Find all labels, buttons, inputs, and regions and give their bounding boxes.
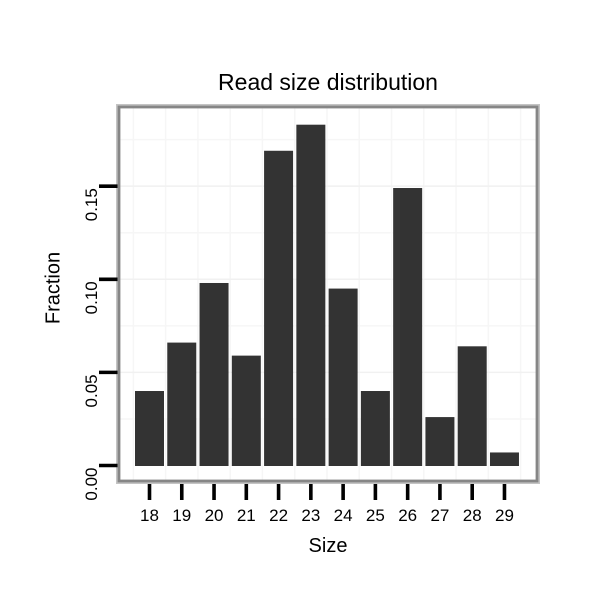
- y-tick-label-0.10: 0.10: [82, 281, 101, 314]
- x-tick-label-22: 22: [269, 506, 288, 525]
- bar-24: [328, 288, 358, 466]
- x-tick-label-29: 29: [495, 506, 514, 525]
- bar-21: [231, 355, 261, 466]
- panel-border-shadow: [116, 104, 540, 484]
- x-tick-label-19: 19: [172, 506, 191, 525]
- x-tick-label-18: 18: [140, 506, 159, 525]
- x-tick-label-23: 23: [301, 506, 320, 525]
- x-tick-label-27: 27: [430, 506, 449, 525]
- bar-29: [489, 452, 519, 466]
- y-tick-label-0.00: 0.00: [82, 468, 101, 501]
- y-axis-title: Fraction: [42, 251, 65, 325]
- bar-25: [360, 391, 390, 466]
- y-tick-label-0.05: 0.05: [82, 374, 101, 407]
- x-tick-label-21: 21: [237, 506, 256, 525]
- bar-26: [393, 188, 423, 466]
- x-tick-label-26: 26: [398, 506, 417, 525]
- bar-18: [135, 391, 164, 466]
- y-tick-label-0.15: 0.15: [82, 188, 101, 221]
- x-tick-label-28: 28: [463, 506, 482, 525]
- bar-23: [296, 124, 326, 467]
- bar-22: [264, 150, 294, 466]
- x-tick-label-24: 24: [334, 506, 353, 525]
- bar-20: [199, 282, 229, 466]
- x-axis-title: Size: [308, 535, 348, 557]
- bar-28: [457, 346, 487, 466]
- bar-27: [425, 417, 455, 466]
- panel-border: [117, 105, 539, 483]
- chart-title: Read size distribution: [218, 69, 438, 95]
- x-tick-label-25: 25: [366, 506, 385, 525]
- x-tick-label-20: 20: [205, 506, 224, 525]
- bar-19: [167, 342, 197, 466]
